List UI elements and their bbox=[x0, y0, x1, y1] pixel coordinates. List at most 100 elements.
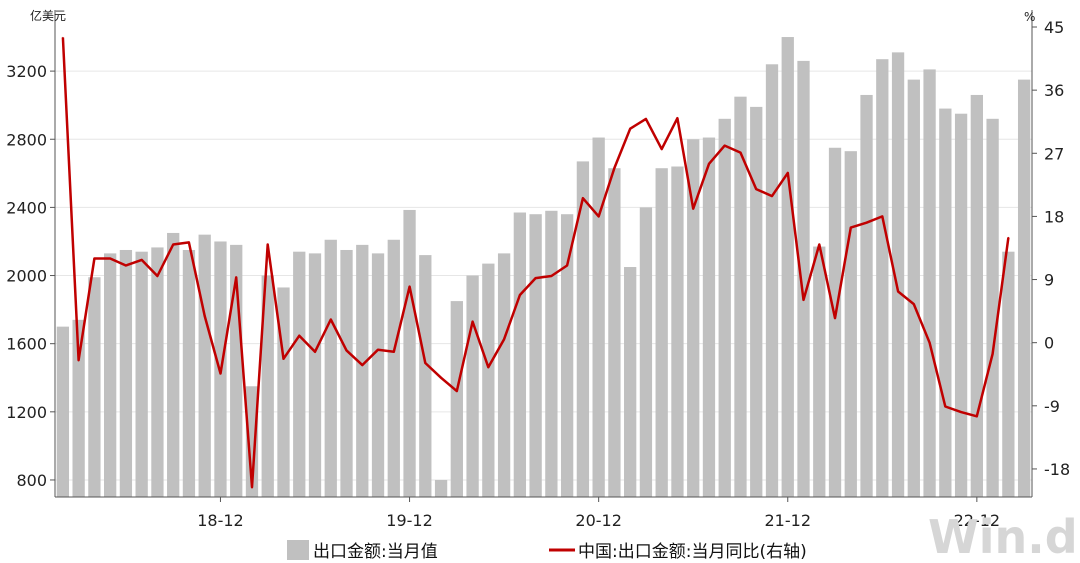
bar bbox=[923, 69, 936, 498]
yoy-point bbox=[78, 359, 80, 361]
right-tick-label: -9 bbox=[1044, 397, 1060, 416]
yoy-point bbox=[377, 349, 379, 351]
right-tick-label: 18 bbox=[1044, 207, 1064, 226]
bar bbox=[907, 79, 920, 497]
bar bbox=[182, 249, 196, 497]
yoy-point bbox=[755, 188, 757, 190]
bar bbox=[466, 275, 479, 497]
bar bbox=[687, 139, 700, 497]
bar bbox=[529, 214, 542, 497]
yoy-point bbox=[850, 227, 852, 229]
bar bbox=[482, 263, 495, 497]
bar bbox=[387, 239, 400, 497]
bar bbox=[403, 209, 416, 497]
bar bbox=[513, 212, 527, 497]
yoy-point bbox=[582, 197, 584, 199]
tick-labels: 800 1200 1600 2000 2400 2800 3200 -18 -9 0 9 18 27 36… bbox=[6, 18, 1070, 530]
yoy-point bbox=[251, 486, 253, 488]
yoy-point bbox=[865, 222, 868, 224]
bar bbox=[576, 161, 590, 497]
bar bbox=[261, 275, 274, 497]
bar bbox=[986, 118, 999, 498]
bar bbox=[891, 52, 905, 497]
yoy-point bbox=[93, 257, 95, 260]
x-tick-label: 19-12 bbox=[386, 511, 433, 530]
bar bbox=[340, 249, 353, 497]
yoy-point bbox=[598, 215, 600, 218]
yoy-point bbox=[661, 148, 663, 150]
yoy-point bbox=[298, 335, 300, 337]
yoy-point bbox=[267, 243, 269, 246]
right-tick-label: 0 bbox=[1044, 334, 1054, 353]
yoy-point bbox=[976, 415, 978, 417]
bar bbox=[104, 253, 117, 497]
bar bbox=[781, 37, 794, 498]
right-tick-label: 36 bbox=[1044, 81, 1064, 100]
legend-line-label: 中国:出口金额:当月同比(右轴) bbox=[578, 542, 807, 562]
yoy-point bbox=[787, 172, 789, 174]
x-tick-label: 21-12 bbox=[765, 511, 812, 530]
x-tick-label: 18-12 bbox=[197, 511, 244, 530]
bar bbox=[608, 168, 621, 498]
yoy-point bbox=[156, 275, 159, 277]
legend-bar-swatch bbox=[287, 540, 309, 560]
bar bbox=[419, 255, 432, 497]
yoy-point bbox=[109, 257, 111, 260]
bar bbox=[671, 166, 684, 497]
yoy-point bbox=[330, 318, 332, 321]
bar bbox=[876, 59, 889, 498]
x-tick-label: 22-12 bbox=[954, 511, 1001, 530]
bar bbox=[151, 247, 164, 497]
yoy-point bbox=[834, 317, 836, 319]
right-axis-unit: % bbox=[1024, 10, 1035, 24]
bar bbox=[308, 253, 322, 497]
left-tick-label: 2800 bbox=[6, 130, 47, 149]
bar bbox=[135, 251, 148, 497]
bar bbox=[119, 249, 133, 497]
right-tick-label: 9 bbox=[1044, 271, 1054, 290]
bar bbox=[939, 108, 952, 497]
bar bbox=[434, 479, 448, 497]
bar bbox=[1017, 79, 1031, 497]
yoy-point bbox=[928, 342, 931, 344]
yoy-point bbox=[613, 167, 616, 169]
yoy-point bbox=[818, 243, 820, 246]
bar bbox=[639, 207, 653, 497]
yoy-point bbox=[503, 338, 505, 340]
bar bbox=[324, 239, 337, 497]
yoy-point bbox=[992, 353, 994, 355]
left-tick-label: 800 bbox=[16, 471, 47, 490]
yoy-point bbox=[456, 390, 458, 392]
bar bbox=[765, 64, 779, 498]
yoy-point bbox=[314, 351, 316, 353]
yoy-point bbox=[739, 151, 742, 154]
right-tick-label: -18 bbox=[1044, 460, 1070, 479]
yoy-point bbox=[708, 163, 710, 165]
bar bbox=[797, 60, 810, 498]
yoy-point bbox=[282, 358, 285, 360]
yoy-point bbox=[550, 275, 552, 277]
yoy-point bbox=[125, 264, 127, 267]
right-tick-label: 27 bbox=[1044, 144, 1064, 163]
legend: 出口金额:当月值 中国:出口金额:当月同比(右轴) bbox=[287, 540, 807, 562]
bar bbox=[545, 210, 558, 498]
yoy-point bbox=[913, 303, 915, 305]
bar bbox=[655, 168, 668, 498]
bar bbox=[750, 106, 763, 497]
bar bbox=[718, 118, 731, 498]
yoy-point bbox=[566, 264, 568, 267]
x-tick-label: 20-12 bbox=[575, 511, 622, 530]
bar bbox=[371, 253, 385, 497]
bar bbox=[828, 147, 842, 497]
left-tick-label: 1600 bbox=[6, 335, 47, 354]
left-tick-label: 2400 bbox=[6, 198, 47, 217]
yoy-point bbox=[424, 362, 426, 364]
right-tick-label: 45 bbox=[1044, 18, 1064, 37]
bar bbox=[356, 244, 369, 497]
bar bbox=[844, 151, 857, 498]
bar bbox=[450, 301, 463, 497]
yoy-point bbox=[1007, 236, 1009, 239]
left-tick-label: 2000 bbox=[6, 267, 47, 286]
yoy-point bbox=[408, 285, 411, 288]
